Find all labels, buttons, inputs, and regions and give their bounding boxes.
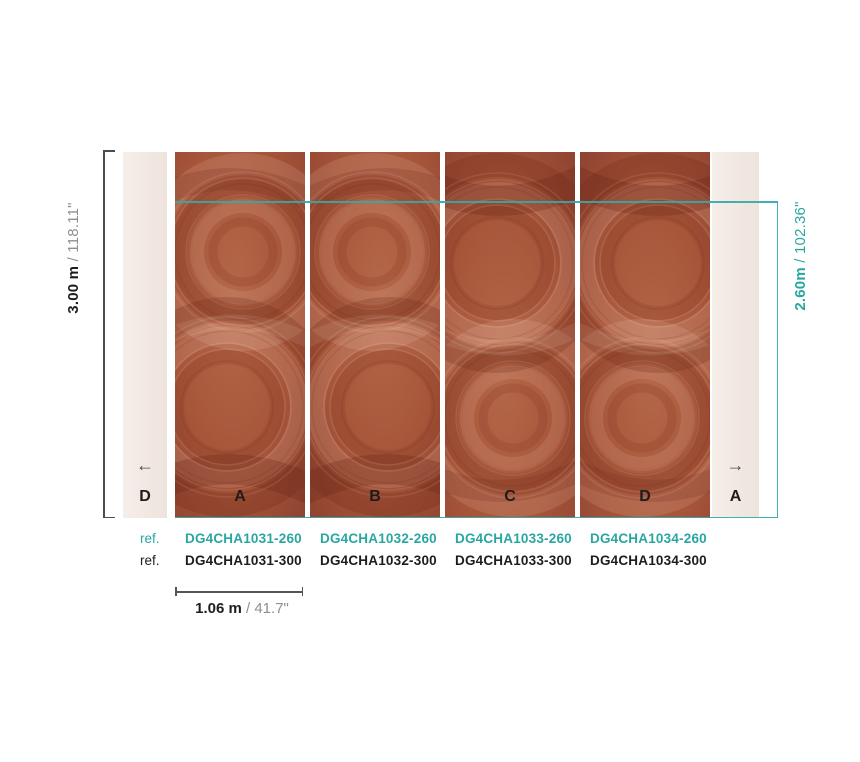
panel-width-metric-value: 1.06 m <box>195 600 242 617</box>
dimension-separator: / <box>241 600 255 617</box>
ref-code-260-2: DG4CHA1032-260 <box>320 531 437 546</box>
usable-height-metric-value: 2.60m <box>792 267 809 311</box>
total-height-bracket-line <box>103 150 105 518</box>
panel-label-d2: D <box>639 488 651 505</box>
panel-swirl-texture <box>175 152 305 518</box>
panel-swirl-texture <box>580 152 710 518</box>
ref-code-300-1: DG4CHA1031-300 <box>185 552 302 568</box>
total-height-bracket-tick-top <box>103 150 115 152</box>
usable-height-imperial-value: 102.36" <box>792 201 809 254</box>
panel-label-c: C <box>504 488 516 505</box>
panel-width-measure-tick-right <box>301 587 303 596</box>
ref-code-260-4: DG4CHA1034-260 <box>590 531 707 546</box>
panel-label-a: A <box>234 488 246 505</box>
panel-label-d: D <box>139 488 151 505</box>
usable-height-top-line <box>175 201 778 203</box>
panel-width-measure-line <box>175 591 303 593</box>
panel-label-b: B <box>369 488 381 505</box>
ref-code-300-4: DG4CHA1034-300 <box>590 552 707 568</box>
panel-print-b: B <box>310 152 440 518</box>
panel-width-measure-tick-left <box>175 587 177 596</box>
ref-code-260-3: DG4CHA1033-260 <box>455 531 572 546</box>
ref-row-260-label: ref. <box>140 531 160 546</box>
dimension-separator: / <box>792 253 809 268</box>
panel-label-a2: A <box>729 488 742 505</box>
ref-code-260-1: DG4CHA1031-260 <box>185 531 302 546</box>
usable-height-bottom-line <box>175 516 778 519</box>
ref-code-300-3: DG4CHA1033-300 <box>455 552 572 568</box>
panel-edge-d: ← D <box>123 152 167 518</box>
panel-edge-a: → A <box>712 152 759 518</box>
arrow-left-icon: ← <box>136 455 154 475</box>
ref-row-300-label: ref. <box>140 552 160 568</box>
usable-height-bracket-line <box>776 201 779 518</box>
panel-print-c: C <box>445 152 575 518</box>
panel-width-dimension-label: 1.06 m / 41.7" <box>152 600 332 617</box>
total-height-imperial-value: 118.11" <box>65 202 82 253</box>
panel-print-d: D <box>580 152 710 518</box>
panel-swirl-texture <box>310 152 440 518</box>
panel-swirl-texture <box>445 152 575 518</box>
panel-width-imperial-value: 41.7" <box>254 600 289 617</box>
total-height-bracket-tick-bottom <box>103 516 115 518</box>
panel-print-a: A <box>175 152 305 518</box>
dimension-separator: / <box>65 252 82 266</box>
total-height-dimension-label: 3.00 m / 118.11" <box>63 98 85 418</box>
usable-height-dimension-label: 2.60m / 102.36" <box>790 96 812 416</box>
ref-code-300-2: DG4CHA1032-300 <box>320 552 437 568</box>
total-height-metric-value: 3.00 m <box>65 265 82 314</box>
arrow-right-icon: → <box>726 455 745 475</box>
